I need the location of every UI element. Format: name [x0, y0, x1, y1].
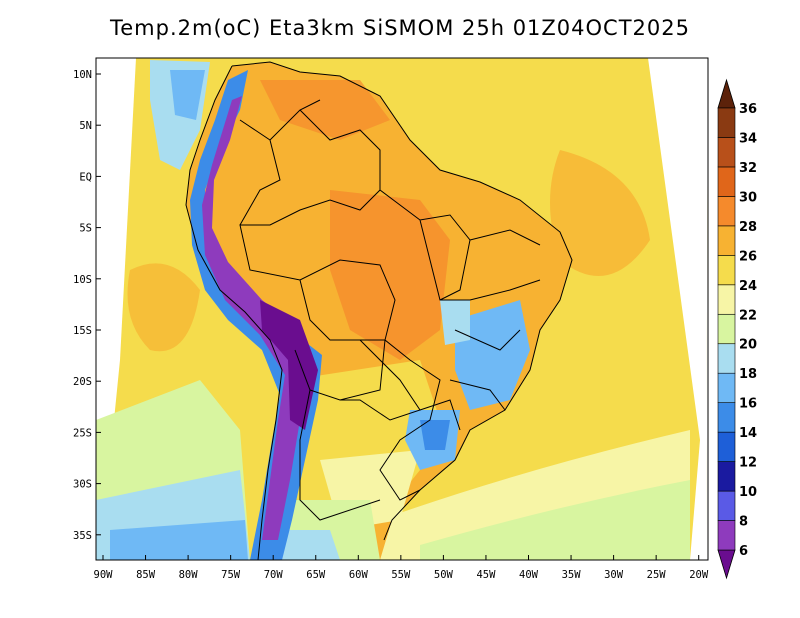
lon-tick-label: 55W: [391, 569, 411, 581]
colorbar-label: 24: [739, 279, 757, 294]
lon-tick-label: 85W: [136, 569, 156, 581]
lon-tick-label: 60W: [349, 569, 369, 581]
lat-tick-label: EQ: [79, 171, 92, 183]
pacific-cold-south: [110, 520, 248, 560]
lon-tick-label: 45W: [476, 569, 496, 581]
lat-tick-label: 10N: [73, 69, 92, 81]
warm-ocean-zone: [550, 150, 650, 276]
colorbar-segment: [717, 107, 736, 138]
colorbar-label: 8: [739, 515, 748, 530]
colorbar-segment: [717, 520, 736, 551]
latitude-axis: 10N 5N EQ 5S 10S 15S 20S 25S 30S 35S: [73, 69, 101, 542]
bolivia-border: [294, 279, 386, 401]
lon-tick-label: 20W: [689, 569, 709, 581]
country-borders: [185, 61, 573, 560]
projection-mask-right: [648, 58, 708, 560]
interior-hot-zone: [330, 190, 450, 360]
lat-tick-label: 5S: [79, 223, 92, 235]
colorbar-label: 26: [739, 249, 757, 264]
north-hot-zone: [260, 80, 390, 140]
lat-tick-label: 10S: [73, 274, 92, 286]
colorbar: 6 8 10 12 14 16 18 20 22 24 26 28 30 32 34 36: [717, 78, 757, 580]
lon-tick-label: 75W: [221, 569, 241, 581]
colorbar-label: 14: [739, 426, 757, 441]
paraguay-border: [340, 339, 421, 421]
pacific-cool-band-2: [170, 70, 205, 120]
colorbar-segment: [717, 225, 736, 256]
lon-tick-label: 65W: [306, 569, 326, 581]
lon-tick-label: 70W: [264, 569, 284, 581]
lat-tick-label: 15S: [73, 325, 92, 337]
colombia-venezuela-border: [239, 99, 321, 226]
coastline-south-america: [231, 61, 573, 541]
state-lines: [379, 189, 541, 431]
colorbar-label: 34: [739, 131, 757, 146]
andes-coldest-band: [202, 96, 310, 540]
warm-pacific-zone: [127, 263, 200, 352]
lon-tick-label: 30W: [604, 569, 624, 581]
lon-tick-label: 40W: [519, 569, 539, 581]
colorbar-label: 36: [739, 102, 757, 117]
plot-area: [96, 58, 708, 560]
colorbar-label: 10: [739, 485, 757, 500]
colorbar-label: 28: [739, 220, 757, 235]
lat-tick-label: 20S: [73, 376, 92, 388]
colorbar-segment: [717, 490, 736, 521]
lat-tick-label: 5N: [79, 120, 92, 132]
colorbar-segment: [717, 343, 736, 374]
atlantic-cool-south-2: [420, 480, 690, 560]
colorbar-segment: [717, 137, 736, 168]
south-brazil-cold: [420, 420, 450, 450]
se-highlands-light: [440, 300, 470, 345]
lon-tick-label: 90W: [94, 569, 114, 581]
colorbar-segment: [717, 255, 736, 286]
colorbar-max-triangle: [717, 78, 736, 109]
lat-tick-label: 35S: [73, 530, 92, 542]
argentina-border: [299, 389, 381, 521]
colorbar-segment: [717, 196, 736, 227]
colorbar-segment: [717, 313, 736, 345]
lon-tick-label: 35W: [562, 569, 582, 581]
colorbar-label: 20: [739, 338, 757, 353]
map-title: Temp.2m(oC) Eta3km SiSMOM 25h 01Z04OCT20…: [110, 16, 690, 40]
colorbar-label: 22: [739, 308, 757, 323]
lon-tick-label: 50W: [434, 569, 454, 581]
se-highlands-cool: [455, 300, 530, 410]
plot-frame: [95, 57, 709, 561]
colorbar-label: 6: [739, 544, 748, 559]
colorbar-segment: [717, 402, 736, 433]
colorbar-min-triangle: [717, 549, 736, 580]
colorbar-segment: [717, 284, 736, 315]
longitude-axis: 90W 85W 80W 75W 70W 65W 60W 55W 50W 45W 40W 35W 30W 2…: [94, 555, 709, 581]
colorbar-label: 12: [739, 456, 757, 471]
colorbar-label: 18: [739, 367, 757, 382]
lon-tick-label: 25W: [647, 569, 667, 581]
colorbar-label: 32: [739, 161, 757, 176]
pacific-coastline: [185, 65, 283, 560]
lon-tick-label: 80W: [179, 569, 199, 581]
colorbar-segment: [717, 461, 736, 492]
lat-tick-label: 30S: [73, 479, 92, 491]
altiplano-coldest: [260, 300, 318, 430]
lat-tick-label: 25S: [73, 427, 92, 439]
colorbar-label: 30: [739, 190, 757, 205]
colorbar-segment: [717, 431, 736, 462]
colorbar-segment: [717, 372, 736, 403]
colorbar-segment: [717, 166, 736, 197]
colorbar-label: 16: [739, 397, 757, 412]
